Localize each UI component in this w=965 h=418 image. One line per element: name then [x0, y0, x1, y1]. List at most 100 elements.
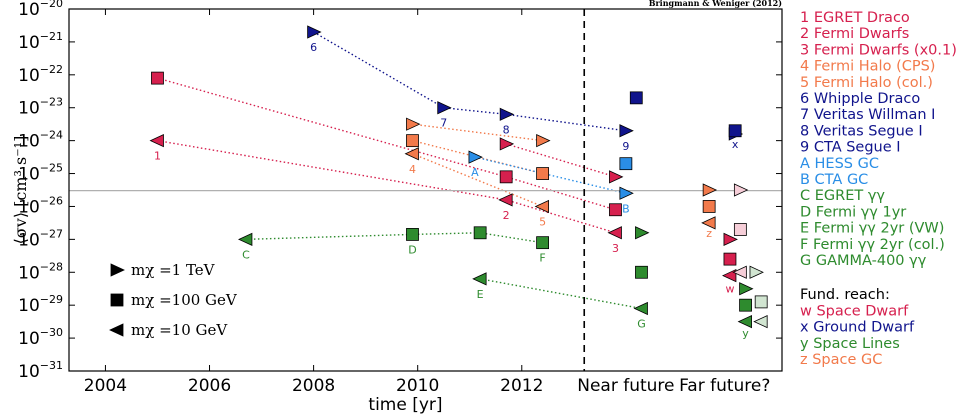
- trend-line: [505, 143, 616, 178]
- far-point-label: w: [725, 283, 734, 296]
- y-tick-label: 10−21: [18, 30, 63, 53]
- fund-reach-entry: w Space Dwarf: [800, 303, 909, 319]
- triangle-left-marker: [737, 315, 752, 329]
- legend-entry: G GAMMA-400 γγ: [800, 253, 927, 269]
- legend-entry: 6 Whipple Draco: [800, 91, 920, 107]
- triangle-right-marker: [739, 282, 754, 296]
- y-tick-label: 10−22: [18, 63, 63, 86]
- trend-line: [157, 77, 616, 211]
- legend-entry: 4 Fermi Halo (CPS): [800, 59, 935, 75]
- point-label: 2: [503, 209, 510, 222]
- point-label: 1: [154, 150, 161, 163]
- triangle-left-marker: [404, 147, 419, 161]
- fund-reach-entry: x Ground Dwarf: [800, 320, 915, 336]
- triangle-right-marker: [635, 226, 650, 240]
- trend-line: [157, 139, 616, 234]
- y-tick-label: 10−30: [18, 326, 63, 349]
- x-axis-ticks: 2004 2006 2008 2010 2012 Near future Far futur…: [84, 9, 770, 396]
- point-label: B: [622, 202, 630, 215]
- triangle-left-marker: [498, 193, 513, 207]
- data-markers: [149, 25, 768, 329]
- fund-reach-title: Fund. reach:: [800, 287, 890, 303]
- triangle-left-marker: [534, 199, 549, 214]
- marker-legend-label: mχ =10 GeV: [131, 321, 228, 339]
- triangle-left-marker: [472, 272, 487, 286]
- far-point-label: y: [742, 327, 749, 340]
- point-label: 3: [612, 242, 619, 255]
- x-tick-label: 2012: [500, 376, 543, 396]
- fund-reach-entry: y Space Lines: [800, 336, 900, 352]
- y-tick-label: 10−20: [18, 0, 63, 20]
- point-label: G: [637, 317, 646, 330]
- square-marker: [473, 226, 487, 240]
- triangle-right-marker: [499, 107, 515, 121]
- fund-reach-entry: z Space GC: [800, 352, 882, 368]
- legend-entry: B CTA GC: [800, 172, 868, 188]
- marker-legend: mχ =1 TeV mχ =100 GeV mχ =10 GeV: [109, 261, 238, 339]
- triangle-left-marker: [633, 301, 648, 316]
- y-tick-label: 10−31: [18, 359, 63, 382]
- triangle-right-marker: [406, 117, 421, 131]
- legend-entry: A HESS GC: [800, 156, 879, 172]
- legend-entry: F Fermi γγ 2yr (col.): [800, 237, 945, 253]
- square-marker: [406, 134, 419, 148]
- y-tick-label: 10−27: [18, 227, 63, 250]
- marker-legend-symbol: [109, 323, 124, 337]
- square-marker: [609, 203, 622, 217]
- legend-entry: 8 Veritas Segue I: [800, 123, 923, 139]
- triangle-right-marker: [499, 137, 515, 151]
- triangle-right-marker: [749, 265, 764, 279]
- x-tick-label: 2006: [188, 376, 231, 396]
- square-marker: [629, 91, 643, 105]
- legend-entry: E Fermi γγ 2yr (VW): [800, 221, 944, 237]
- legend-entry: 7 Veritas Willman I: [800, 107, 935, 123]
- triangle-right-marker: [437, 101, 452, 115]
- marker-legend-label: mχ =1 TeV: [131, 261, 216, 279]
- square-marker: [406, 228, 419, 241]
- legend-entry: 1 EGRET Draco: [800, 10, 910, 26]
- point-label: 9: [622, 140, 629, 153]
- y-axis-ticks: 10−31 10−30 10−29 10−28 10−27 10−26 10−25 10−24…: [18, 0, 782, 382]
- y-tick-label: 10−25: [18, 162, 63, 185]
- trend-line: [474, 156, 627, 194]
- point-labels: 1 2 3 4 5 6 7 8 9 A B C D E F Gz w x y: [154, 41, 749, 340]
- y-tick-label: 10−29: [18, 293, 63, 316]
- legend-entry: C EGRET γγ: [800, 188, 885, 204]
- plot-frame: [68, 8, 783, 372]
- triangle-left-marker: [701, 216, 716, 230]
- y-tick-label: 10−23: [18, 96, 63, 119]
- triangle-left-marker: [753, 315, 768, 329]
- credit-text: Bringmann & Weniger (2012): [649, 0, 783, 8]
- x-axis-label: time [yr]: [368, 395, 442, 415]
- square-marker: [536, 167, 549, 180]
- square-marker: [754, 295, 768, 309]
- square-marker: [733, 223, 747, 236]
- legend-entry: 2 Fermi Dwarfs: [800, 26, 909, 42]
- marker-legend-symbol: [110, 263, 125, 277]
- triangle-right-marker: [536, 134, 551, 148]
- square-marker: [619, 157, 633, 171]
- y-tick-label: 10−24: [18, 129, 63, 152]
- legend-entry: 9 CTA Segue I: [800, 140, 901, 156]
- x-tick-label: Near future: [577, 376, 674, 396]
- point-label: 4: [409, 163, 416, 176]
- point-label: D: [408, 243, 416, 256]
- triangle-left-marker: [732, 265, 747, 279]
- trend-line: [412, 153, 543, 208]
- square-marker: [499, 170, 513, 184]
- legend-entry: D Fermi γγ 1yr: [800, 204, 906, 220]
- point-label: 7: [440, 117, 447, 130]
- triangle-right-marker: [723, 232, 738, 246]
- legend-entry: 3 Fermi Dwarfs (x0.1): [800, 42, 957, 58]
- marker-legend-label: mχ =100 GeV: [131, 291, 238, 309]
- triangle-right-marker: [619, 124, 634, 138]
- point-label: E: [477, 288, 484, 301]
- square-marker: [635, 265, 648, 279]
- trend-line: [245, 232, 543, 244]
- triangle-right-marker: [702, 183, 718, 197]
- y-axis-label: ⟨σv⟩ [cm³ s⁻¹]: [11, 136, 30, 245]
- point-label: 8: [503, 123, 510, 136]
- x-tick-label: 2008: [292, 376, 335, 396]
